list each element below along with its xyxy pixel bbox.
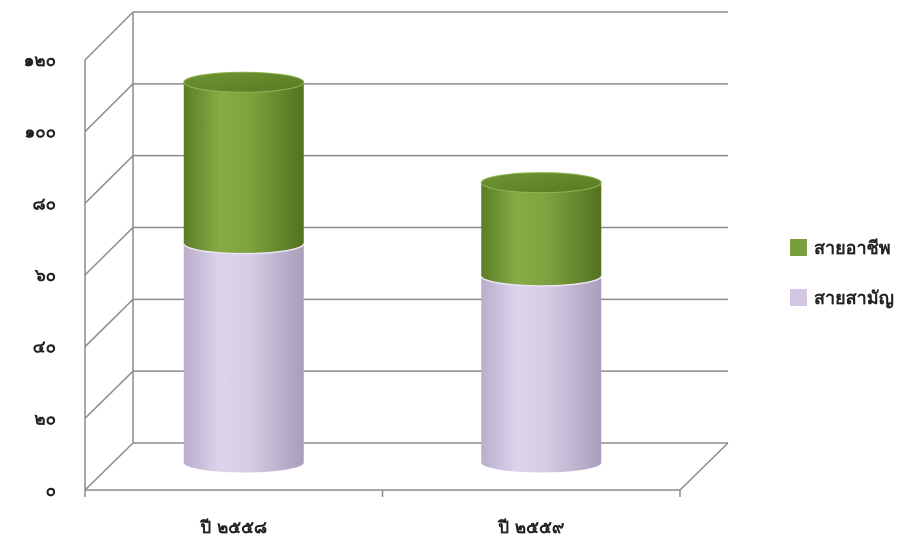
y-tick-label: ๘๐ bbox=[33, 194, 57, 214]
bar-body bbox=[481, 182, 602, 286]
bar-seam bbox=[183, 243, 305, 255]
axes bbox=[84, 11, 729, 497]
y-tick-label: ๔๐ bbox=[33, 338, 56, 358]
legend-swatch-vocational bbox=[790, 238, 807, 256]
bars bbox=[183, 71, 602, 473]
wall-line bbox=[84, 226, 134, 276]
bar-top-cap bbox=[183, 71, 305, 93]
y-tick-label: ๑๒๐ bbox=[24, 51, 56, 71]
bar-segment bbox=[480, 172, 602, 287]
floor-right-edge bbox=[679, 442, 729, 491]
bar-body bbox=[183, 243, 304, 473]
x-category-label: ปี ๒๕๕๘ bbox=[199, 517, 267, 538]
wall-line bbox=[84, 442, 134, 491]
legend-label-general: สายสามัญ bbox=[814, 287, 894, 309]
legend-item-vocational: สายอาชีพ bbox=[790, 236, 894, 259]
legend-label-vocational: สายอาชีพ bbox=[814, 237, 891, 259]
bar-top-cap bbox=[480, 172, 602, 194]
bar-segment bbox=[481, 275, 602, 473]
wall-line bbox=[84, 370, 134, 419]
bar-body bbox=[481, 275, 602, 473]
wall-line bbox=[84, 11, 134, 61]
wall-line bbox=[84, 83, 134, 133]
legend-swatch-general bbox=[790, 288, 807, 306]
bar-segment bbox=[183, 243, 304, 473]
legend: สายอาชีพ สายสามัญ bbox=[790, 236, 894, 336]
bar-seam bbox=[480, 275, 602, 287]
bar-segment bbox=[183, 71, 305, 255]
y-axis-ticks: ๐ ๒๐ ๔๐ ๖๐ ๘๐ ๑๐๐ ๑๒๐ bbox=[24, 51, 56, 501]
legend-item-general: สายสามัญ bbox=[790, 286, 894, 309]
bar-body bbox=[183, 82, 304, 254]
y-tick-label: ๖๐ bbox=[34, 266, 56, 286]
y-tick-label: ๑๐๐ bbox=[24, 123, 56, 143]
wall-line bbox=[84, 155, 134, 204]
y-tick-label: ๒๐ bbox=[34, 409, 56, 429]
wall-line bbox=[84, 298, 134, 348]
x-axis-categories: ปี ๒๕๕๘ ปี ๒๕๕๙ bbox=[199, 517, 564, 538]
x-category-label: ปี ๒๕๕๙ bbox=[497, 517, 564, 538]
y-tick-label: ๐ bbox=[46, 481, 56, 501]
